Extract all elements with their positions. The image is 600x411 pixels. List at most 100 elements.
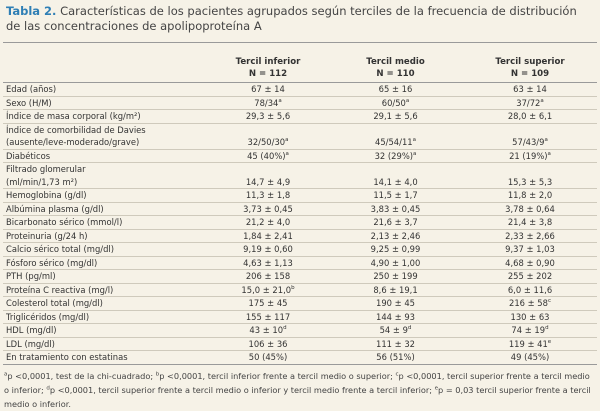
table-row: Índice de comorbilidad de Davies (ausente… bbox=[3, 123, 597, 150]
table-row: Diabéticos 45 (40%)a 32 (29%)a 21 (19%)a bbox=[3, 149, 597, 163]
cell-value: 4,63 ± 1,13 bbox=[243, 257, 293, 268]
value-cell: 106 ± 36 bbox=[208, 337, 328, 351]
footnote-text: p <0,0001, tercil superior frente a terc… bbox=[49, 384, 433, 395]
cell-superscript: c bbox=[547, 298, 551, 305]
cell-value: 4,90 ± 1,00 bbox=[370, 257, 421, 268]
cell-value: 21,6 ± 3,7 bbox=[373, 217, 418, 227]
cell-value: 9,37 ± 1,03 bbox=[505, 244, 555, 254]
table-row: Calcio sérico total (mg/dl) 9,19 ± 0,60 9,… bbox=[3, 242, 597, 257]
row-label-line: Albúmina plasma (g/dl) bbox=[6, 203, 104, 214]
row-label: HDL (mg/dl) bbox=[3, 323, 208, 338]
cell-value: 29,1 ± 5,6 bbox=[373, 111, 418, 121]
cell-value: 175 ± 45 bbox=[248, 298, 288, 308]
row-label-line: En tratamiento con estatinas bbox=[6, 352, 128, 362]
row-label-line: Bicarbonato sérico (mmol/l) bbox=[6, 217, 123, 227]
value-cell: 2,13 ± 2,46 bbox=[328, 229, 463, 243]
table-row: Sexo (H/M) 78/34a 60/50a 37/72a bbox=[3, 96, 597, 110]
footnote-text: p <0,0001, test de la chi-cuadrado; bbox=[7, 370, 154, 381]
table-row: Proteinuria (g/24 h) 1,84 ± 2,41 2,13 ± 2,… bbox=[3, 229, 597, 243]
cell-value: 255 ± 202 bbox=[507, 271, 553, 281]
cell-value: 3,78 ± 0,64 bbox=[505, 203, 555, 214]
table-row: Bicarbonato sérico (mmol/l) 21,2 ± 4,0 21,… bbox=[3, 215, 597, 230]
cell-value: 130 ± 63 bbox=[510, 311, 550, 322]
value-cell: 54 ± 9d bbox=[328, 323, 463, 338]
value-cell: 29,1 ± 5,6 bbox=[328, 109, 463, 124]
header-name: Tercil inferior bbox=[235, 57, 301, 67]
cell-value: 1,84 ± 2,41 bbox=[243, 230, 293, 241]
value-cell: 3,83 ± 0,45 bbox=[328, 202, 463, 216]
row-label-line: Índice de masa corporal (kg/m²) bbox=[6, 111, 141, 121]
cell-value: 250 ± 199 bbox=[373, 271, 418, 281]
cell-value: 206 ± 158 bbox=[245, 271, 291, 281]
row-label: Diabéticos bbox=[3, 149, 208, 163]
cell-value: 67 ± 14 bbox=[251, 84, 285, 94]
cell-value: 37/72 bbox=[516, 97, 541, 108]
value-cell: 45/54/11a bbox=[328, 123, 463, 150]
table-row: Proteína C reactiva (mg/l) 15,0 ± 21,0b 8,… bbox=[3, 283, 597, 297]
cell-value: 11,3 ± 1,8 bbox=[245, 190, 291, 200]
footnote-text: p <0,0001, tercil inferior frente a terc… bbox=[159, 370, 393, 381]
footnote-mark: a bbox=[4, 370, 8, 377]
row-label: Edad (años) bbox=[3, 82, 208, 97]
value-cell: 206 ± 158 bbox=[208, 269, 328, 284]
value-cell: 21,6 ± 3,7 bbox=[328, 215, 463, 230]
value-cell: 190 ± 45 bbox=[328, 296, 463, 311]
row-label-line: Triglicéridos (mg/dl) bbox=[6, 311, 90, 322]
row-label: Bicarbonato sérico (mmol/l) bbox=[3, 215, 208, 230]
cell-value: 2,13 ± 2,46 bbox=[370, 230, 421, 241]
row-label-line: Proteína C reactiva (mg/l) bbox=[6, 284, 114, 295]
cell-value: 106 ± 36 bbox=[248, 338, 288, 349]
value-cell: 3,78 ± 0,64 bbox=[463, 202, 597, 216]
value-cell: 15,3 ± 5,3 bbox=[463, 162, 597, 189]
value-cell: 49 (45%) bbox=[463, 350, 597, 365]
value-cell: 14,1 ± 4,0 bbox=[328, 162, 463, 189]
cell-value: 21 (19%) bbox=[509, 150, 548, 161]
value-cell: 6,0 ± 11,6 bbox=[463, 283, 597, 297]
cell-value: 155 ± 117 bbox=[245, 311, 291, 322]
table-row: Fósforo sérico (mg/dl) 4,63 ± 1,13 4,90 ± … bbox=[3, 256, 597, 270]
footnote-text: p <0,0001, tercil superior frente a terc… bbox=[4, 370, 590, 395]
row-label: Proteína C reactiva (mg/l) bbox=[3, 283, 208, 297]
data-table: Tercil inferior N = 112 Tercil medio N = 11… bbox=[3, 42, 597, 365]
cell-value: 43 ± 10 bbox=[249, 325, 284, 335]
cell-value: 49 (45%) bbox=[510, 352, 550, 362]
cell-value: 28,0 ± 6,1 bbox=[507, 111, 553, 121]
footnote-mark: b bbox=[155, 370, 160, 377]
header-cell bbox=[3, 42, 208, 83]
table-row: HDL (mg/dl) 43 ± 10d 54 ± 9d 74 ± 19d bbox=[3, 323, 597, 338]
row-label-line: (ausente/leve-moderado/grave) bbox=[6, 137, 140, 147]
value-cell: 2,33 ± 2,66 bbox=[463, 229, 597, 243]
row-label-line: HDL (mg/dl) bbox=[6, 325, 57, 335]
value-cell: 28,0 ± 6,1 bbox=[463, 109, 597, 124]
row-label: Proteinuria (g/24 h) bbox=[3, 229, 208, 243]
footnote-text: p = 0,03 tercil superior frente a tercil… bbox=[4, 384, 591, 409]
row-label-line: Diabéticos bbox=[6, 150, 51, 161]
header-row: Tercil inferior N = 112 Tercil medio N = 11… bbox=[3, 42, 597, 83]
cell-value: 78/34 bbox=[254, 97, 279, 108]
cell-superscript: a bbox=[285, 137, 289, 144]
value-cell: 14,7 ± 4,9 bbox=[208, 162, 328, 189]
row-label-line: Calcio sérico total (mg/dl) bbox=[6, 244, 114, 254]
cell-value: 14,1 ± 4,0 bbox=[373, 176, 418, 187]
cell-value: 11,8 ± 2,0 bbox=[507, 190, 553, 200]
table-row: PTH (pg/ml) 206 ± 158 250 ± 199 255 ± 202 bbox=[3, 269, 597, 284]
row-label: Índice de comorbilidad de Davies (ausente… bbox=[3, 123, 208, 150]
row-label-line: Edad (años) bbox=[6, 84, 57, 94]
value-cell: 155 ± 117 bbox=[208, 310, 328, 324]
row-label-line: Índice de comorbilidad de Davies bbox=[6, 124, 146, 135]
value-cell: 11,3 ± 1,8 bbox=[208, 188, 328, 203]
value-cell: 11,8 ± 2,0 bbox=[463, 188, 597, 203]
cell-value: 50 (45%) bbox=[248, 352, 288, 362]
header-name: Tercil superior bbox=[495, 57, 565, 67]
table-title: Tabla 2. Características de los paciente… bbox=[0, 0, 600, 42]
value-cell: 4,68 ± 0,90 bbox=[463, 256, 597, 270]
row-label: En tratamiento con estatinas bbox=[3, 350, 208, 365]
cell-value: 9,25 ± 0,99 bbox=[370, 244, 421, 254]
row-label-line: Sexo (H/M) bbox=[6, 97, 52, 108]
value-cell: 1,84 ± 2,41 bbox=[208, 229, 328, 243]
table-row: Triglicéridos (mg/dl) 155 ± 117 144 ± 93 13… bbox=[3, 310, 597, 324]
table-label: Tabla 2. bbox=[6, 4, 57, 18]
cell-value: 15,3 ± 5,3 bbox=[507, 176, 553, 187]
table-row: Albúmina plasma (g/dl) 3,73 ± 0,45 3,83 ± … bbox=[3, 202, 597, 216]
